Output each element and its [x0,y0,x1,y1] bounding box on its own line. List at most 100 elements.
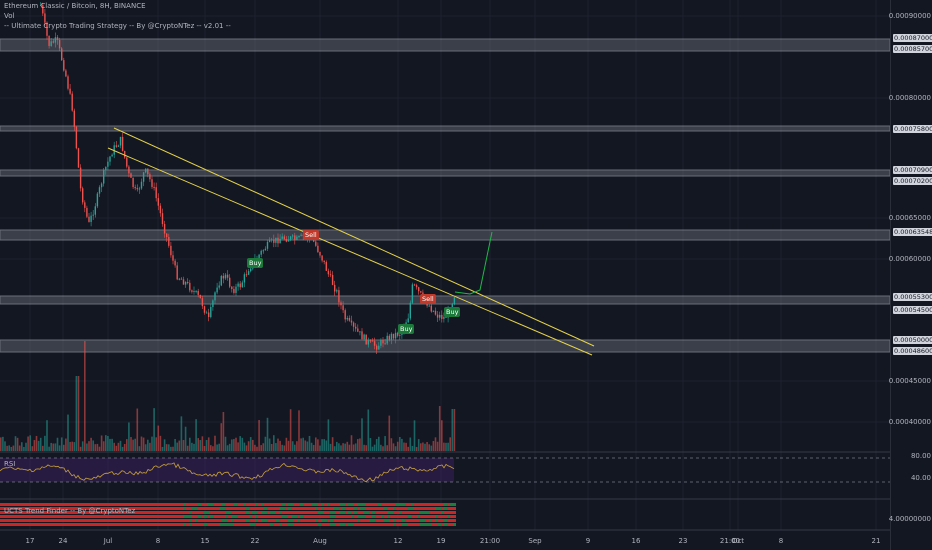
trend-cell [375,519,378,522]
trend-cell [321,507,324,510]
trend-cell [126,523,129,526]
trend-cell [399,519,402,522]
volume-bar [268,438,271,451]
time-label: Aug [313,537,327,545]
volume-bar [56,437,59,451]
candle [275,237,277,243]
volume-bar [27,436,29,451]
trend-cell [24,515,27,518]
volume-bar [184,426,187,451]
trend-cell [318,523,321,526]
chart-area[interactable]: Ethereum Classic / Bitcoin, 8H, BINANCE … [0,0,890,550]
trend-cell [315,519,318,522]
trend-cell [195,503,198,506]
price-scale[interactable]: 0.00090000 0.00080000 0.00065000 0.00060… [889,0,932,550]
trend-cell [414,515,417,518]
price-chart[interactable] [0,0,890,550]
volume-bar [371,446,374,451]
candle [84,202,86,208]
volume-bar [447,442,449,451]
trend-cell [33,523,36,526]
trend-cell [393,507,396,510]
candle [237,283,239,287]
trend-cell [354,523,357,526]
trend-cell [261,519,264,522]
trend-cell [444,519,447,522]
trend-cell [213,503,216,506]
trend-cell [189,511,192,514]
trend-cell [144,523,147,526]
trend-cell [216,507,219,510]
trend-cell [327,503,330,506]
trend-cell [252,511,255,514]
trend-cell [240,507,243,510]
volume-bar [46,420,48,451]
candle [281,236,283,239]
trend-cell [279,519,282,522]
trend-cell [429,503,432,506]
volume-bar [443,442,445,451]
candle [52,41,54,43]
trend-cell [180,511,183,514]
trend-cell [384,507,387,510]
trend-cell [6,507,9,510]
volume-bar [138,446,141,451]
trend-cell [207,511,210,514]
volume-bar [399,436,401,451]
trend-cell [99,511,102,514]
volume-bar [102,441,105,451]
time-label: 21 [871,537,881,545]
trend-cell [174,523,177,526]
trend-cell [309,523,312,526]
trend-cell [15,523,18,526]
volume-bar [359,438,361,451]
trend-cell [303,503,306,506]
trend-cell [48,519,51,522]
trend-cell [237,503,240,506]
trend-cell [306,503,309,506]
trend-cell [189,503,192,506]
trend-cell [69,511,72,514]
trend-cell [330,523,333,526]
trend-cell [435,523,438,526]
trend-cell [228,503,231,506]
trend-cell [195,515,198,518]
trend-cell [300,523,303,526]
symbol-title: Ethereum Classic / Bitcoin, 8H, BINANCE [4,2,146,10]
trend-cell [360,507,363,510]
volume-bar [245,445,248,451]
trend-cell [393,503,396,506]
candle [90,215,92,222]
trend-cell [81,523,84,526]
trend-cell [240,503,243,506]
trend-cell [285,515,288,518]
trend-cell [321,523,324,526]
trend-cell [333,523,336,526]
trend-cell [216,519,219,522]
candle [235,286,237,293]
volume-bar [338,443,340,451]
candle [336,290,338,292]
trend-cell [255,523,258,526]
trend-cell [363,503,366,506]
trend-cell [18,515,21,518]
candle [157,198,159,206]
volume-bar [115,445,118,451]
trend-cell [288,503,291,506]
volume-bar [210,445,212,451]
trend-cell [351,511,354,514]
volume-bar [417,439,420,451]
volume-bar [279,440,281,451]
trend-cell [390,503,393,506]
trend-cell [36,515,39,518]
candle [218,285,220,288]
trend-cell [36,503,39,506]
candle [233,288,235,293]
trend-cell [237,507,240,510]
trend-cell [150,507,153,510]
trend-cell [363,519,366,522]
trend-cell [372,519,375,522]
candle [334,284,336,292]
trend-cell [165,511,168,514]
volume-bar [302,437,304,451]
